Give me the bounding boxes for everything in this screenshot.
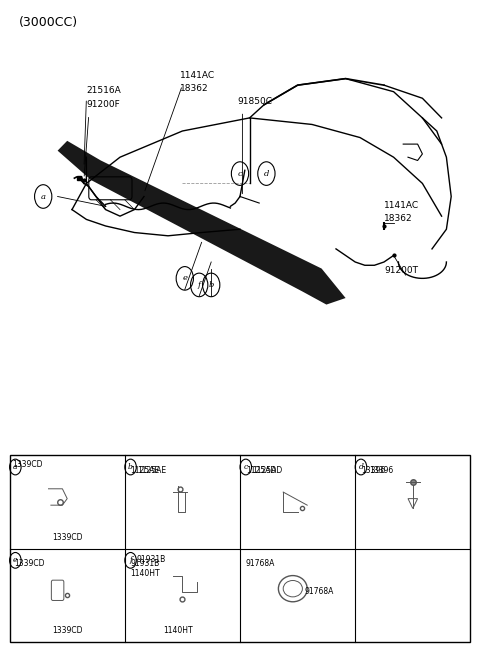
Text: 1125AD: 1125AD bbox=[246, 466, 276, 475]
Text: b: b bbox=[208, 281, 214, 289]
Text: b: b bbox=[128, 463, 133, 471]
Text: 91200F: 91200F bbox=[86, 100, 120, 109]
Text: c: c bbox=[244, 463, 248, 471]
Text: 18362: 18362 bbox=[180, 84, 209, 93]
Text: 21516A: 21516A bbox=[86, 86, 121, 95]
Text: 13396: 13396 bbox=[361, 466, 385, 475]
Text: 91200T: 91200T bbox=[384, 266, 418, 275]
Text: 1125AE: 1125AE bbox=[137, 466, 166, 475]
Polygon shape bbox=[58, 141, 346, 305]
Text: e: e bbox=[13, 556, 18, 565]
Text: d: d bbox=[359, 463, 363, 471]
Text: 1339CD: 1339CD bbox=[14, 559, 45, 568]
Text: 13396: 13396 bbox=[370, 466, 394, 475]
Text: 1125AD: 1125AD bbox=[252, 466, 282, 475]
Text: 1141AC: 1141AC bbox=[180, 71, 215, 80]
Text: 1339CD: 1339CD bbox=[52, 626, 83, 635]
Text: 91768A: 91768A bbox=[305, 588, 334, 597]
Text: 91850C: 91850C bbox=[238, 97, 273, 106]
Text: c: c bbox=[238, 170, 242, 178]
Text: 1141AC: 1141AC bbox=[384, 200, 419, 210]
Text: 1339CD: 1339CD bbox=[12, 460, 43, 469]
Text: a: a bbox=[41, 193, 46, 200]
Text: e: e bbox=[182, 274, 187, 282]
Text: (3000CC): (3000CC) bbox=[19, 16, 78, 29]
Text: 18362: 18362 bbox=[384, 214, 413, 223]
Text: f: f bbox=[198, 281, 201, 289]
Text: a: a bbox=[13, 463, 18, 471]
Text: d: d bbox=[264, 170, 269, 178]
Text: 1140HT: 1140HT bbox=[163, 626, 192, 635]
Text: 91931B: 91931B bbox=[137, 555, 166, 564]
Text: f: f bbox=[129, 556, 132, 565]
Text: 1339CD: 1339CD bbox=[52, 533, 83, 542]
Text: 91768A: 91768A bbox=[246, 559, 275, 568]
Text: 91931B
1140HT: 91931B 1140HT bbox=[131, 559, 160, 578]
Text: 1125AE: 1125AE bbox=[131, 466, 160, 475]
